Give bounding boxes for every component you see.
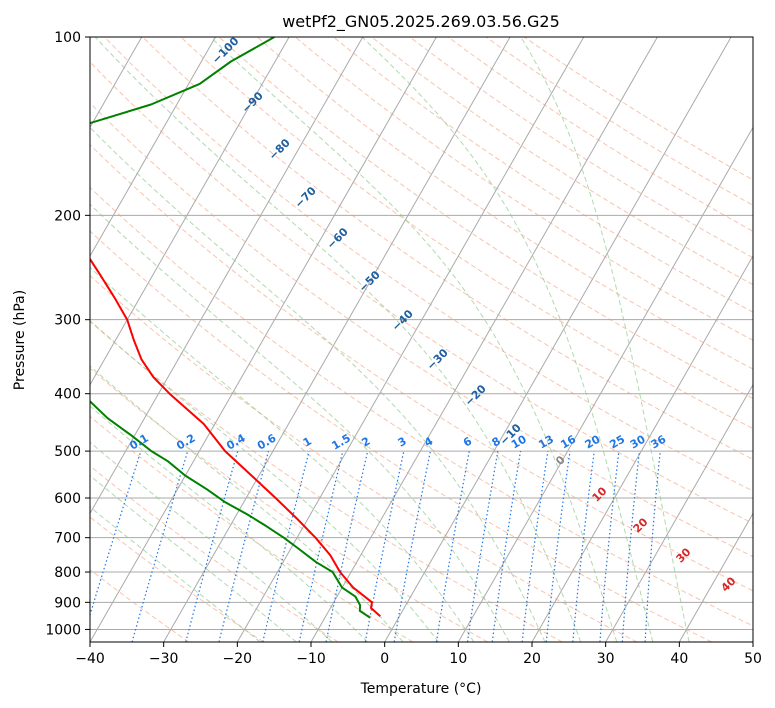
mixing-ratio-line [521,451,549,642]
y-tick-label: 400 [54,387,81,403]
dry-adiabat-line [90,275,638,642]
isotherm-line [90,37,290,386]
x-tick-label: 10 [449,651,467,667]
isotherm-line [678,512,753,642]
moist-adiabat-line [90,405,369,642]
isotherm-line [752,640,753,642]
x-axis-title: Temperature (°C) [360,681,482,697]
mixing-ratio-line [131,450,189,642]
moist-adiabat-line [90,506,261,642]
dry-adiabat-line [90,230,712,642]
y-tick-label: 1000 [45,622,81,638]
y-tick-label: 500 [54,444,81,460]
x-axis: −40 −30 −20 −10 0 10 20 30 40 50 [75,642,762,667]
moist-adiabat-line [361,37,654,642]
isotherm-line [605,383,753,642]
plot-background [90,37,753,642]
x-tick-label: −10 [296,651,326,667]
y-tick-label: 300 [54,313,81,329]
y-axis-title: Pressure (hPa) [12,290,28,390]
isotherm-line [0,37,68,642]
x-tick-label: −20 [223,651,253,667]
moist-adiabat-line [90,266,475,642]
mixing-ratio-line [644,451,661,642]
x-tick-label: 20 [523,651,541,667]
moist-adiabat-line [90,203,510,642]
moist-adiabat-line [90,126,546,642]
chart-title: wetPf2_GN05.2025.269.03.56.G25 [282,12,560,32]
y-tick-label: 700 [54,531,81,547]
mixing-ratio-line [185,450,239,642]
isotherm-line [90,37,437,642]
background-lines [0,37,753,642]
dry-adiabat-line [256,37,753,370]
dewpoint-profile-line [90,37,371,619]
x-tick-label: 0 [380,651,389,667]
dry-adiabat-line [90,320,563,642]
x-tick-label: −30 [149,651,179,667]
mixing-ratio-line [491,450,522,642]
y-tick-label: 100 [54,30,81,46]
x-tick-label: 40 [670,651,688,667]
mixing-ratio-line [545,451,571,642]
dry-adiabat-line [90,186,753,627]
moist-adiabat-line [520,37,690,642]
isotherm-line [90,37,364,515]
mixing-ratio-line [325,450,369,642]
y-tick-label: 800 [54,565,81,581]
isotherm-line [163,37,511,642]
dry-adiabat-line [294,37,753,341]
isotherm-line [310,37,658,642]
mixing-ratio-line [298,450,344,642]
y-tick-label: 600 [54,491,81,507]
mixing-ratio-line [621,451,641,642]
moist-adiabat-line [90,365,404,642]
isotherm-line [457,126,753,642]
moist-adiabat-line [90,319,439,642]
plot-frame [89,36,754,643]
isotherm-line [90,37,216,258]
dry-adiabat-line [90,516,264,642]
dry-adiabat-line [142,37,753,460]
x-tick-label: 50 [744,651,762,667]
dry-adiabat-line [104,37,753,492]
mixing-ratio-line [262,450,310,642]
y-tick-label: 200 [54,208,81,224]
x-tick-label: −40 [75,651,105,667]
mixing-ratio-line [572,451,595,642]
y-axis: 100 200 300 400 500 600 700 800 900 1000 [45,30,90,638]
mixing-ratio-line [218,450,270,642]
dry-adiabat-line [333,37,753,313]
temperature-profile-line [90,257,381,617]
mixing-ratio-line [599,451,620,642]
mixing-ratio-line [466,450,499,642]
dry-adiabat-line [90,61,753,524]
y-tick-label: 900 [54,595,81,611]
isotherm-line [531,255,753,642]
dry-adiabat-line [90,102,753,558]
dry-adiabat-line [90,569,190,642]
moist-adiabat-line [90,474,297,642]
dry-adiabat-line [90,144,753,592]
dry-adiabat-line [90,367,488,642]
isotherm-line [236,37,585,642]
moist-adiabat-line [90,441,333,642]
profile-lines [90,37,381,619]
isotherm-line [384,37,732,642]
x-tick-label: 30 [597,651,615,667]
